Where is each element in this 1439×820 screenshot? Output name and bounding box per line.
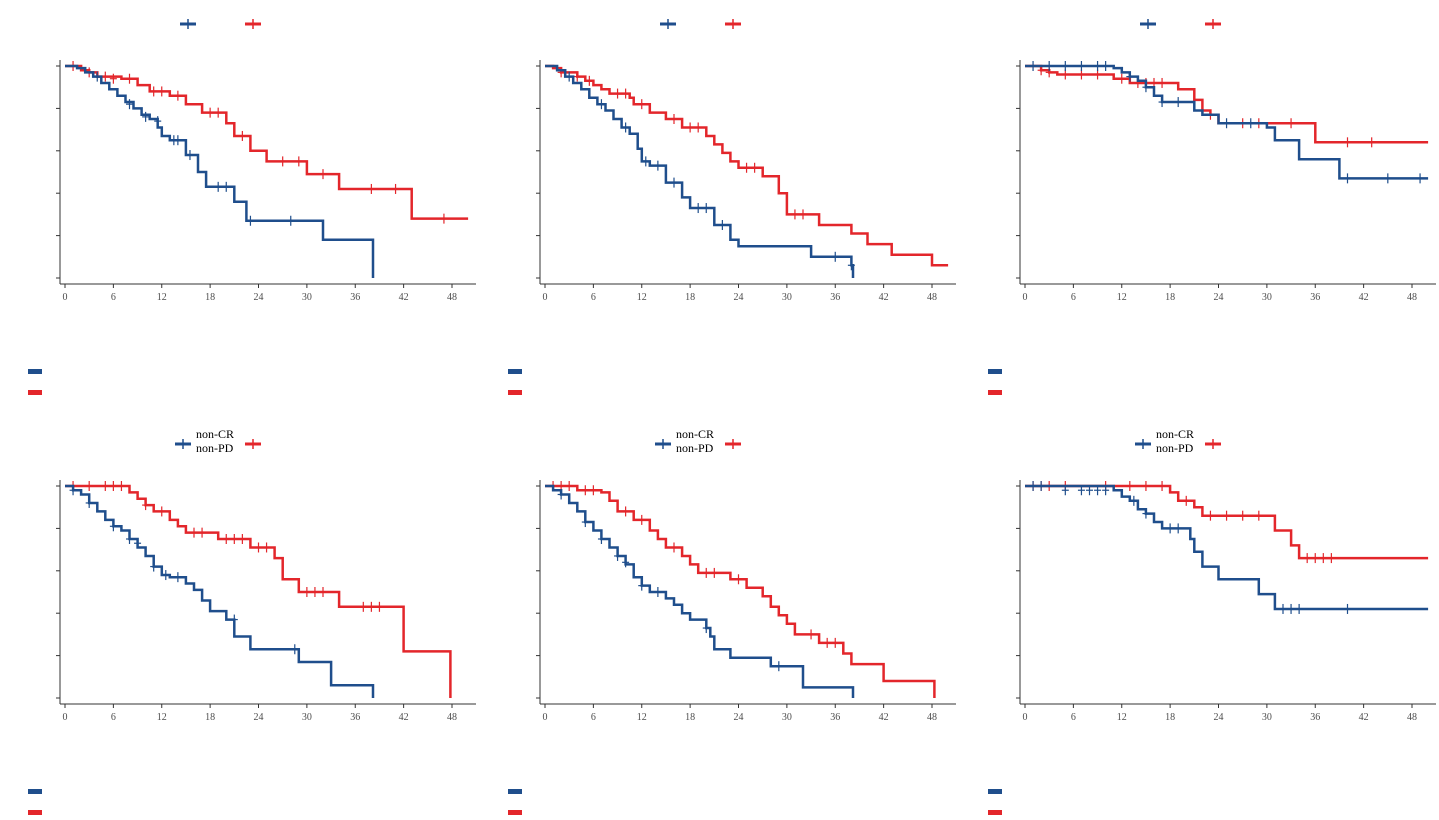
x-tick-label: 0 [543,712,548,723]
risk-row-swatch [988,390,1002,395]
panel-a: 0 6 12 18 24 30 36 42 48 [28,19,476,395]
survival-curve-series-1 [545,484,855,698]
x-tick-label: 42 [399,712,409,723]
x-tick-label: 36 [830,712,840,723]
x-tick-label: 42 [1359,292,1369,303]
survival-curve-series-2 [1025,64,1429,144]
x-tick-label: 6 [1071,292,1076,303]
x-tick-label: 0 [1023,712,1028,723]
x-tick-label: 24 [734,292,744,303]
x-tick-label: 24 [734,712,744,723]
risk-row-swatch [28,390,42,395]
legend-label-line: non-PD [1156,441,1194,455]
legend-label-series-1: non-CR non-PD [1156,427,1194,455]
x-tick-label: 12 [637,712,647,723]
x-tick-label: 36 [1310,292,1320,303]
x-tick-label: 48 [447,712,457,723]
legend [660,19,741,29]
x-tick-label: 48 [1407,292,1417,303]
legend-label-line: non-CR [676,427,714,441]
legend: non-CR non-PD [1135,427,1221,455]
legend-label-line: non-CR [196,427,234,441]
risk-row-swatch [988,789,1002,794]
x-tick-label: 18 [685,292,695,303]
x-tick-label: 12 [1117,712,1127,723]
legend-label-series-1: non-CR non-PD [196,427,234,455]
x-tick-label: 30 [1262,712,1272,723]
x-tick-label: 0 [63,712,68,723]
x-tick-label: 36 [350,292,360,303]
risk-row-swatch [988,369,1002,374]
x-tick-label: 0 [543,292,548,303]
survival-curve-series-2 [65,484,452,698]
legend: non-CR non-PD [655,427,741,455]
survival-curve-series-1 [65,484,375,698]
x-tick-label: 36 [830,292,840,303]
x-tick-label: 0 [63,292,68,303]
panel-e: non-CR non-PD 0 6 12 18 24 30 36 42 48 [508,427,956,815]
x-tick-label: 42 [879,292,889,303]
x-tick-label: 0 [1023,292,1028,303]
x-tick-label: 6 [111,712,116,723]
x-tick-label: 6 [1071,712,1076,723]
x-tick-label: 30 [1262,292,1272,303]
x-tick-label: 6 [591,292,596,303]
x-tick-label: 12 [637,292,647,303]
risk-row-swatch [508,789,522,794]
x-tick-label: 42 [399,292,409,303]
legend [1140,19,1221,29]
risk-row-swatch [508,369,522,374]
survival-curve-series-1 [1025,484,1429,611]
x-tick-label: 36 [350,712,360,723]
legend-label-series-1: non-CR non-PD [676,427,714,455]
survival-curve-series-1 [545,64,855,278]
x-tick-label: 24 [1214,712,1224,723]
risk-row-swatch [28,810,42,815]
risk-row-swatch [508,810,522,815]
x-tick-label: 48 [927,292,937,303]
panel-f: non-CR non-PD 0 6 12 18 24 30 36 42 48 [988,427,1436,815]
x-tick-label: 30 [782,292,792,303]
x-tick-label: 18 [205,292,215,303]
x-tick-label: 42 [1359,712,1369,723]
panel-d: non-CR non-PD 0 6 12 18 24 30 36 42 48 [28,427,476,815]
x-tick-label: 48 [447,292,457,303]
x-tick-label: 6 [111,292,116,303]
legend [180,19,261,29]
x-tick-label: 36 [1310,712,1320,723]
legend-label-line: non-PD [676,441,714,455]
panel-b: 0 6 12 18 24 30 36 42 48 [508,19,956,395]
risk-row-swatch [28,789,42,794]
legend-label-line: non-PD [196,441,234,455]
x-tick-label: 24 [1214,292,1224,303]
x-tick-label: 12 [1117,292,1127,303]
x-tick-label: 30 [782,712,792,723]
panel-c: 0 6 12 18 24 30 36 42 48 [988,19,1436,395]
x-tick-label: 12 [157,712,167,723]
legend-label-line: non-CR [1156,427,1194,441]
x-tick-label: 42 [879,712,889,723]
risk-row-swatch [988,810,1002,815]
survival-curve-series-2 [65,64,469,220]
x-tick-label: 12 [157,292,167,303]
risk-row-swatch [28,369,42,374]
survival-curve-series-2 [1025,484,1429,560]
x-tick-label: 30 [302,292,312,303]
legend: non-CR non-PD [175,427,261,455]
x-tick-label: 18 [1165,292,1175,303]
x-tick-label: 48 [1407,712,1417,723]
x-tick-label: 18 [685,712,695,723]
x-tick-label: 24 [254,292,264,303]
survival-curve-series-2 [545,484,936,698]
x-tick-label: 30 [302,712,312,723]
x-tick-label: 24 [254,712,264,723]
x-tick-label: 18 [1165,712,1175,723]
x-tick-label: 18 [205,712,215,723]
x-tick-label: 6 [591,712,596,723]
risk-row-swatch [508,390,522,395]
survival-curve-series-1 [65,64,375,278]
x-tick-label: 48 [927,712,937,723]
